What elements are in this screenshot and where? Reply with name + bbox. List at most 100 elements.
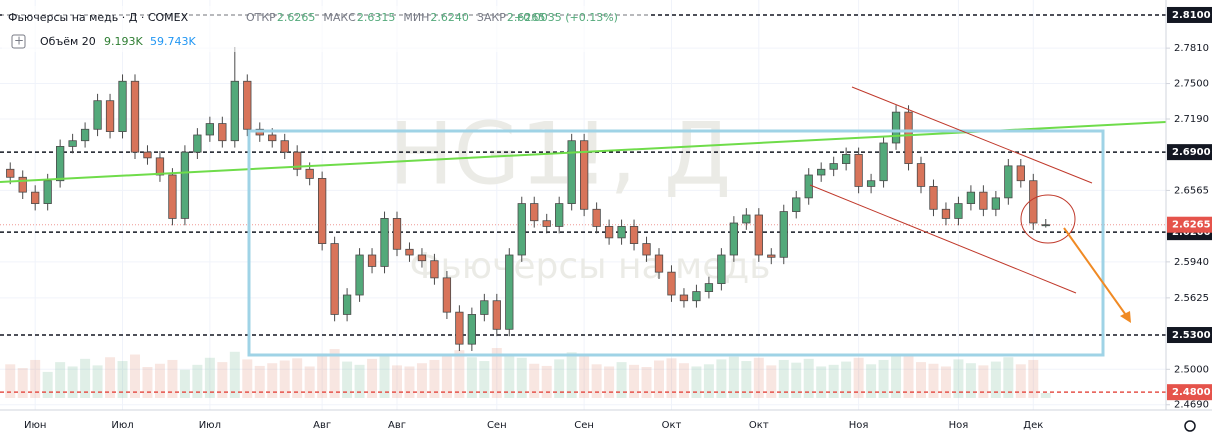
- volume-bar: [5, 364, 16, 398]
- candle-body: [991, 197, 1000, 210]
- y-tick-label: 2.6565: [1174, 185, 1209, 196]
- volume-bar: [641, 367, 652, 398]
- legend-toggle[interactable]: [11, 34, 26, 49]
- candle-body: [866, 180, 876, 187]
- volume-bar: [342, 361, 353, 398]
- x-tick-label: Июл: [111, 420, 133, 431]
- level-label-bg: [1167, 327, 1212, 344]
- volume-bar: [728, 356, 739, 398]
- x-tick-label: Сен: [574, 420, 594, 431]
- level-label-bg: [1167, 144, 1212, 161]
- axis-labels: 2.4690 2.5000 2.5625 2.5940 2.6565 2.7190 2.75…: [24, 6, 1212, 431]
- candle-body: [505, 254, 514, 330]
- candle-body: [305, 168, 314, 179]
- volume-bar: [192, 364, 203, 398]
- candle-body: [293, 151, 302, 170]
- legend-items: ОТКР 2.6265 МАКС 2.6315 МИН 2.6240 ЗАКР 2.6265: [246, 11, 545, 24]
- volume-bar: [479, 361, 490, 398]
- volume-bar: [179, 369, 190, 398]
- candle-body: [555, 203, 564, 227]
- volume-bar: [629, 364, 640, 398]
- volume-bar: [217, 362, 228, 398]
- volume-bar: [130, 354, 140, 398]
- arrow-head: [1120, 311, 1131, 323]
- range-box: [247, 129, 1105, 357]
- candle-body: [380, 218, 389, 267]
- candle-body: [829, 163, 838, 170]
- candle-body: [792, 197, 801, 212]
- highlight-ellipse: [1020, 194, 1076, 244]
- legend-value: 2.6315: [357, 11, 396, 24]
- volume-bar: [367, 358, 378, 398]
- candle-body: [629, 226, 639, 244]
- volume-bar: [329, 349, 340, 398]
- candle-body: [317, 178, 327, 244]
- volume-bar: [891, 353, 902, 398]
- candle-body: [879, 142, 888, 182]
- volume-bar: [753, 357, 764, 398]
- candle-body: [542, 220, 551, 227]
- candle-body: [804, 174, 813, 199]
- candle-body: [704, 283, 714, 292]
- volume-bar: [1003, 357, 1014, 398]
- volume-bar: [491, 348, 502, 398]
- volume-bar: [279, 360, 290, 398]
- candle-body: [1041, 224, 1050, 227]
- x-tick-label: Ноя: [849, 420, 869, 431]
- volume-bar: [142, 367, 153, 398]
- candle-body: [243, 80, 252, 130]
- last-price-bg: [1167, 216, 1212, 233]
- candle-body: [642, 243, 651, 256]
- x-tick-label: Окт: [662, 420, 682, 431]
- volume-bar: [229, 351, 240, 398]
- candle-body: [754, 214, 763, 256]
- candle-body: [667, 271, 676, 296]
- volume-bar: [67, 366, 78, 398]
- volume-bar: [267, 363, 278, 398]
- candle-body: [729, 222, 738, 256]
- y-tick-label: 2.4690: [1174, 400, 1209, 411]
- volume-bar: [1028, 359, 1039, 398]
- legend-value: 2.6265: [277, 11, 316, 24]
- y-tick-label: 2.5000: [1174, 364, 1209, 375]
- channel-bottom: [809, 184, 1077, 294]
- volume-bar: [404, 366, 415, 398]
- volume-bar: [866, 364, 877, 398]
- candle-body: [817, 168, 826, 176]
- candle-body: [1004, 165, 1013, 199]
- last-price-label: 2.6265: [1172, 220, 1211, 231]
- volume-bar: [504, 353, 515, 398]
- volume-bar: [990, 361, 1001, 398]
- candle-body: [268, 134, 277, 142]
- volume-bar: [317, 353, 328, 398]
- volume-bar: [566, 352, 577, 398]
- volume-bar: [965, 363, 976, 398]
- candle-body: [417, 254, 427, 262]
- volume-bar: [304, 366, 315, 398]
- candle-body: [218, 123, 227, 142]
- candle-body: [455, 311, 464, 345]
- volume-bar: [154, 363, 165, 398]
- legend-label: МИН: [403, 11, 429, 24]
- candle-body: [916, 163, 926, 187]
- x-tick-label: Авг: [388, 420, 406, 431]
- candle-body: [405, 248, 414, 256]
- settings-button[interactable]: [1184, 420, 1196, 432]
- volume-bar: [242, 359, 253, 398]
- volume-bar: [354, 364, 365, 398]
- x-tick-label: Июл: [199, 420, 221, 431]
- volume-bar: [117, 361, 128, 398]
- candle-body: [31, 191, 40, 204]
- volume-bar: [741, 361, 752, 398]
- volume-bar: [441, 355, 452, 398]
- volume-name: Объём 20: [40, 35, 96, 48]
- candle-body: [480, 300, 489, 315]
- volume-bar: [978, 365, 989, 398]
- legend-toggle-icon[interactable]: +: [14, 34, 24, 48]
- candle-body: [155, 157, 165, 176]
- legend-label: МАКС: [323, 11, 356, 24]
- candle-body: [355, 254, 364, 296]
